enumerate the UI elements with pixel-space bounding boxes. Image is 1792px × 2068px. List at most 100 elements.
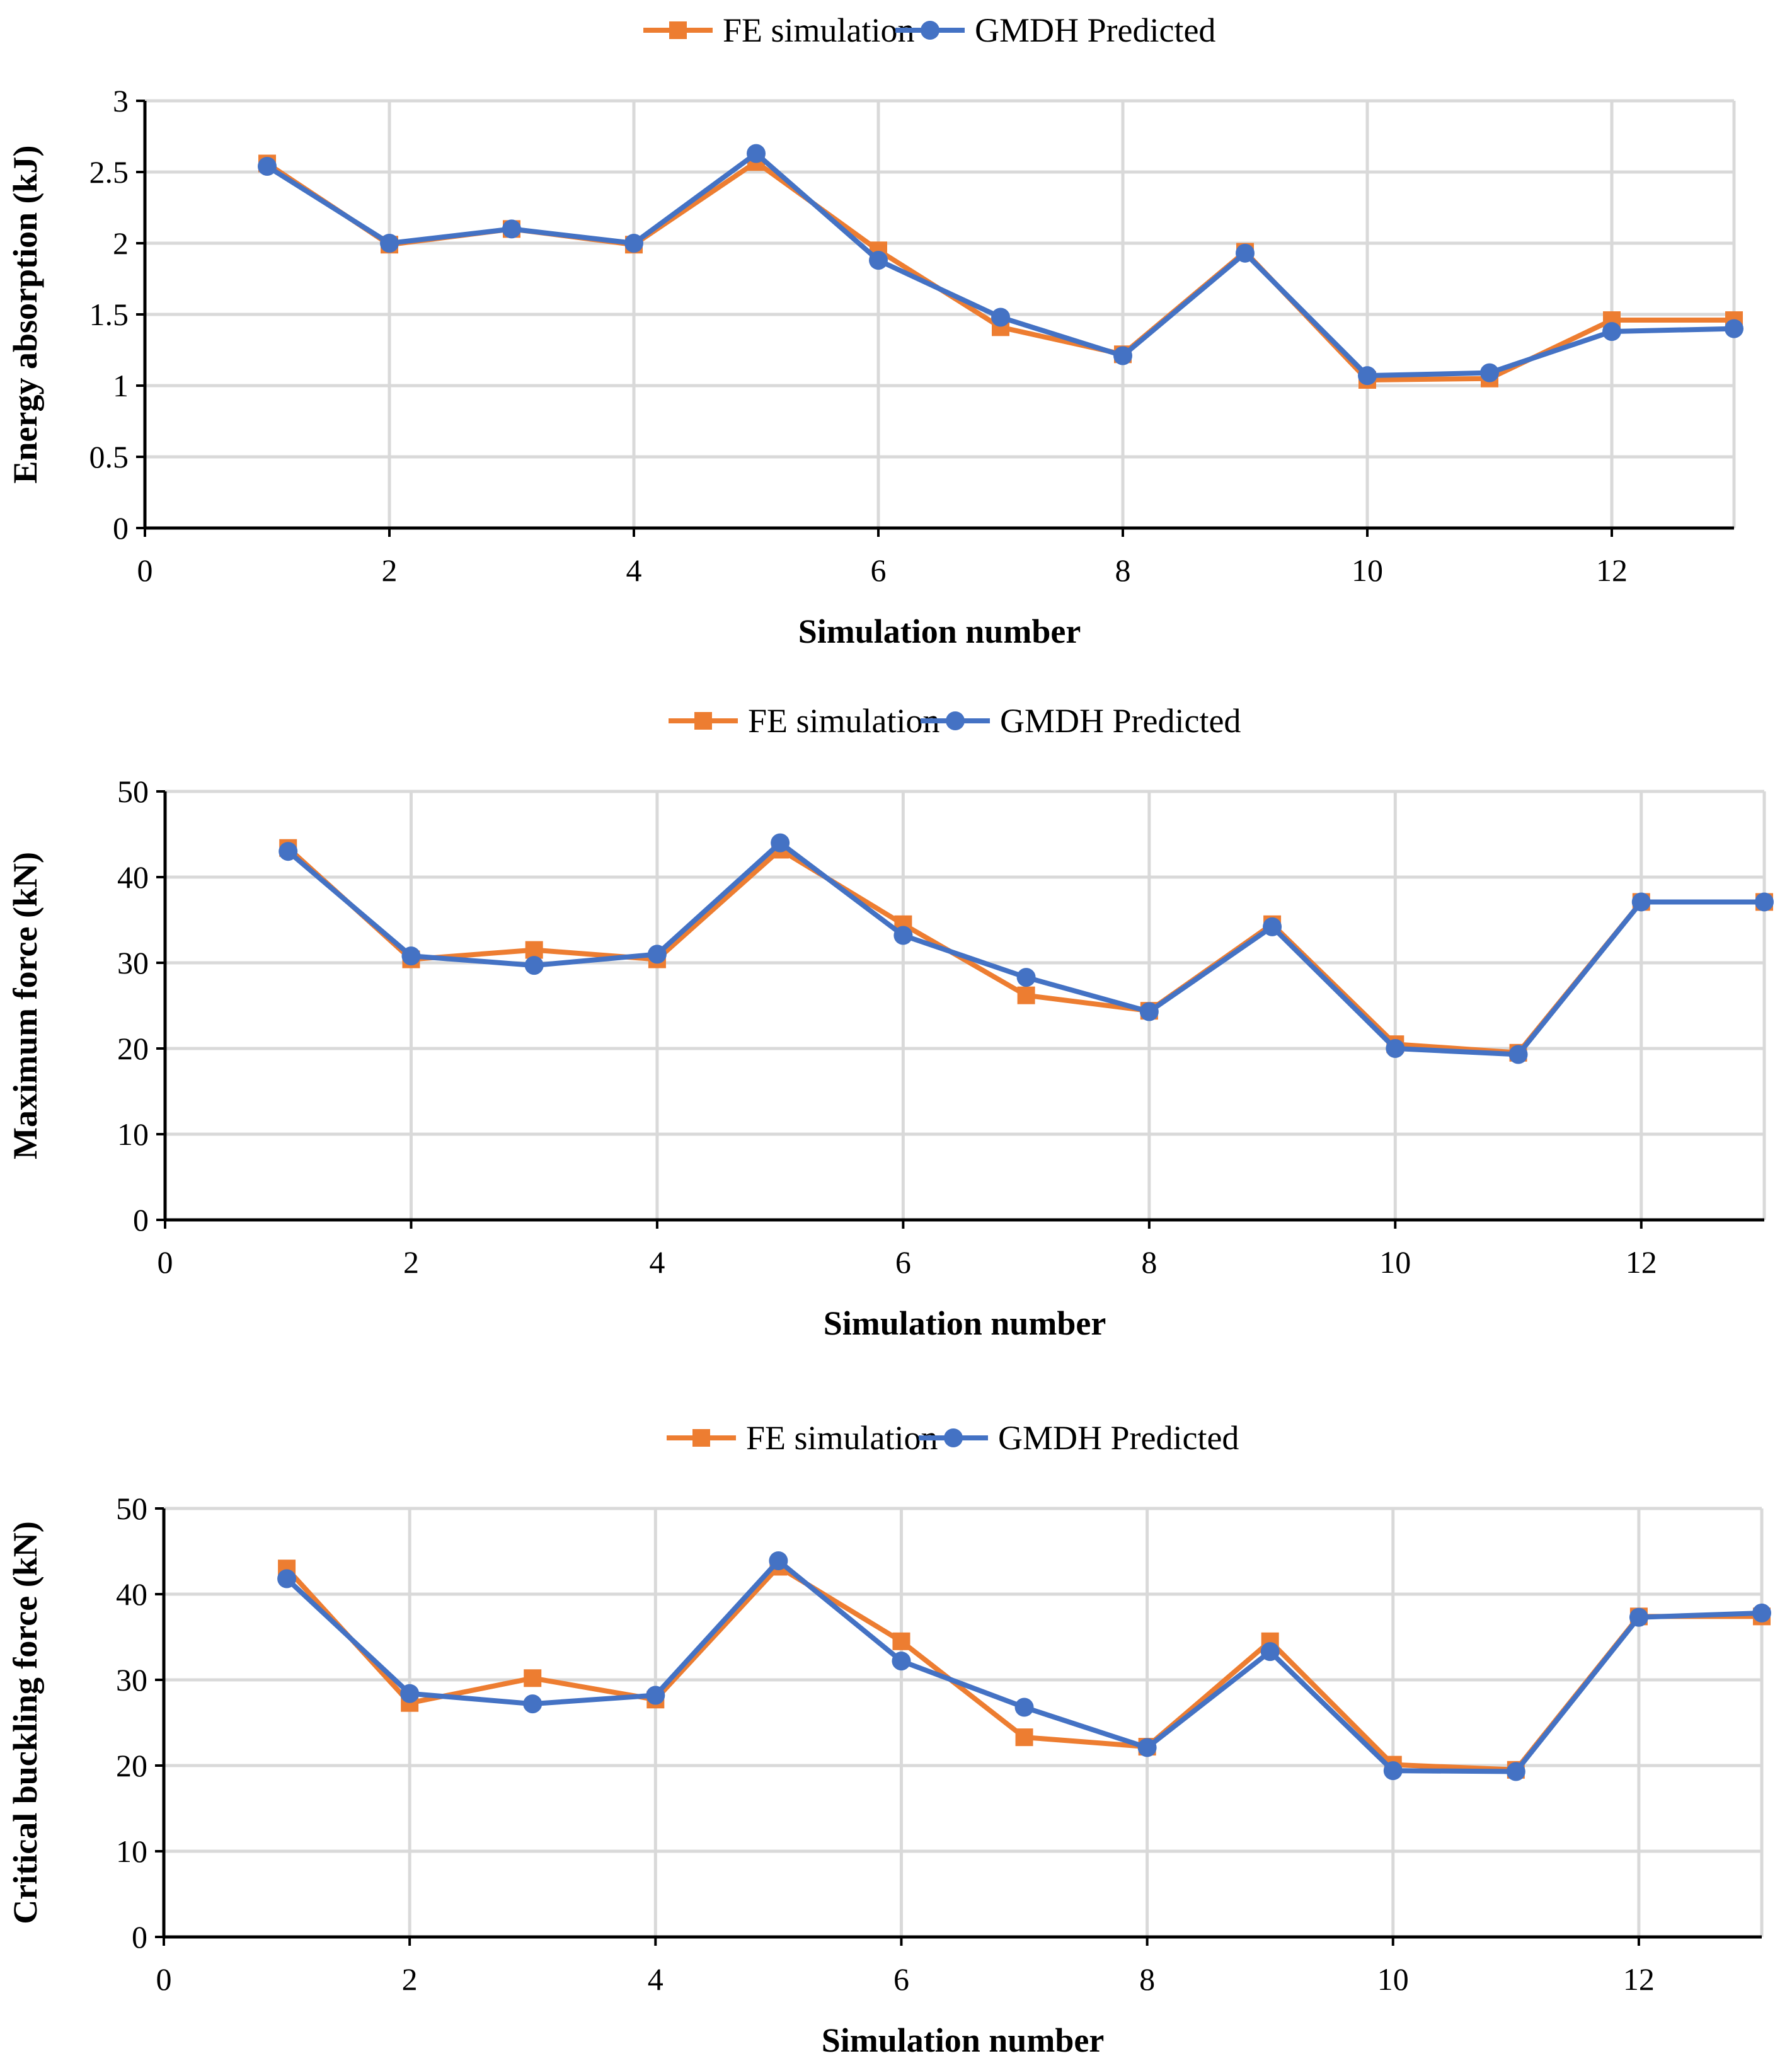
x-tick-label: 8 xyxy=(1139,1962,1155,1997)
energy-absorption-chart: 0 0.5 1 1.5 2 2.5 3 0 2 4 6 8 10 12 Simulation number E… xyxy=(0,0,1792,689)
y-axis-title: Energy absorption (kJ) xyxy=(6,145,44,483)
x-tick-label: 6 xyxy=(893,1962,909,1997)
y-axis-title: Maximum force (kN) xyxy=(6,852,44,1159)
data-point xyxy=(1508,1045,1528,1064)
data-point xyxy=(1752,1603,1771,1623)
gridlines xyxy=(145,99,1736,528)
series-gmdh-predicted xyxy=(277,1551,1771,1781)
data-point xyxy=(747,144,766,163)
data-point xyxy=(502,219,521,239)
data-point xyxy=(769,1551,788,1570)
data-point xyxy=(400,1684,420,1703)
data-point xyxy=(1139,1002,1159,1021)
y-tick-label: 3 xyxy=(113,83,129,118)
x-tick-label: 2 xyxy=(382,553,398,588)
x-tick-label: 4 xyxy=(649,1244,665,1280)
data-point xyxy=(1629,1607,1648,1627)
data-point xyxy=(1113,346,1132,365)
maximum-force-chart: 0 10 20 30 40 50 0 2 4 6 8 10 12 Simulation number Max… xyxy=(0,689,1792,1379)
legend-label: FE simulation xyxy=(748,702,940,740)
data-point xyxy=(1386,1039,1405,1058)
data-point xyxy=(380,234,399,253)
y-tick-label: 20 xyxy=(116,1748,147,1783)
data-point xyxy=(1014,1697,1034,1717)
series-fe-simulation xyxy=(279,839,1773,1062)
y-tick-label: 0 xyxy=(132,1919,147,1955)
data-point xyxy=(869,251,888,270)
data-point xyxy=(646,1686,665,1705)
y-tick-label: 30 xyxy=(116,1662,147,1697)
x-tick-label: 8 xyxy=(1141,1244,1157,1280)
legend-label: GMDH Predicted xyxy=(975,11,1215,49)
y-tick-label: 50 xyxy=(116,1491,147,1526)
data-point xyxy=(401,946,421,966)
y-tick-label: 40 xyxy=(117,859,149,895)
data-point xyxy=(1263,917,1282,936)
legend-circle-marker xyxy=(946,711,965,730)
x-tick-label: 2 xyxy=(402,1962,418,1997)
data-point xyxy=(1358,366,1377,386)
y-axis-title: Critical buckling force (kN) xyxy=(6,1521,44,1924)
data-point xyxy=(1480,363,1499,382)
x-tick-label: 2 xyxy=(403,1244,419,1280)
y-tick-label: 50 xyxy=(117,774,149,809)
data-point xyxy=(991,307,1010,327)
data-point xyxy=(523,1694,543,1714)
x-tick-label: 6 xyxy=(895,1244,911,1280)
x-tick-label: 12 xyxy=(1623,1962,1655,1997)
x-tick-label: 12 xyxy=(1596,553,1628,588)
series-fe-simulation xyxy=(258,153,1743,389)
legend-square-marker xyxy=(692,1429,710,1447)
chart-svg: 0 10 20 30 40 50 0 2 4 6 8 10 12 Simulation number Cri… xyxy=(6,1419,1771,2059)
chart-svg: 0 10 20 30 40 50 0 2 4 6 8 10 12 Simulation number Max… xyxy=(6,702,1774,1342)
legend-label: FE simulation xyxy=(723,11,915,49)
x-tick-label: 12 xyxy=(1626,1244,1657,1280)
series-line xyxy=(265,151,1735,379)
y-tick-label: 1.5 xyxy=(89,297,129,332)
y-tick-label: 2.5 xyxy=(89,154,129,190)
data-point xyxy=(279,842,298,861)
y-tick-label: 20 xyxy=(117,1031,149,1066)
chart-svg: 0 0.5 1 1.5 2 2.5 3 0 2 4 6 8 10 12 Simulation number E… xyxy=(6,11,1743,650)
legend-label: GMDH Predicted xyxy=(1000,702,1241,740)
legend-square-marker xyxy=(694,712,712,730)
data-point xyxy=(1015,1728,1033,1747)
data-point xyxy=(893,926,913,945)
data-point xyxy=(525,941,543,959)
series-line xyxy=(265,159,1734,382)
gridlines xyxy=(164,1507,1764,1937)
data-point xyxy=(892,1652,911,1671)
x-tick-label: 0 xyxy=(156,1962,172,1997)
data-point xyxy=(1631,892,1651,912)
series-line xyxy=(286,840,1764,1057)
legend-circle-marker xyxy=(921,21,939,40)
data-point xyxy=(771,833,790,853)
gridlines xyxy=(165,790,1766,1220)
legend: FE simulation GMDH Predicted xyxy=(669,702,1241,740)
x-tick-label: 8 xyxy=(1115,553,1131,588)
series-gmdh-predicted xyxy=(258,144,1743,386)
legend-label: GMDH Predicted xyxy=(998,1419,1239,1457)
y-tick-label: 30 xyxy=(117,945,149,980)
data-point xyxy=(524,956,544,975)
y-tick-label: 40 xyxy=(116,1577,147,1612)
x-tick-label: 6 xyxy=(871,553,887,588)
legend-label: FE simulation xyxy=(746,1419,938,1457)
legend-square-marker xyxy=(669,21,687,39)
x-axis-title: Simulation number xyxy=(798,612,1081,650)
y-tick-label: 0 xyxy=(133,1202,149,1238)
y-tick-label: 0.5 xyxy=(89,439,129,474)
critical-buckling-force-chart: 0 10 20 30 40 50 0 2 4 6 8 10 12 Simulation number Cri… xyxy=(0,1379,1792,2068)
y-tick-label: 0 xyxy=(113,510,129,546)
data-point xyxy=(1506,1762,1525,1781)
data-point xyxy=(647,945,667,964)
data-point xyxy=(1016,968,1036,987)
x-tick-label: 0 xyxy=(158,1244,173,1280)
y-tick-label: 2 xyxy=(113,226,129,261)
data-point xyxy=(624,234,643,253)
x-tick-label: 10 xyxy=(1352,553,1383,588)
data-point xyxy=(258,156,277,176)
legend: FE simulation GMDH Predicted xyxy=(643,11,1215,49)
series-gmdh-predicted xyxy=(279,833,1774,1064)
data-point xyxy=(1137,1738,1157,1757)
